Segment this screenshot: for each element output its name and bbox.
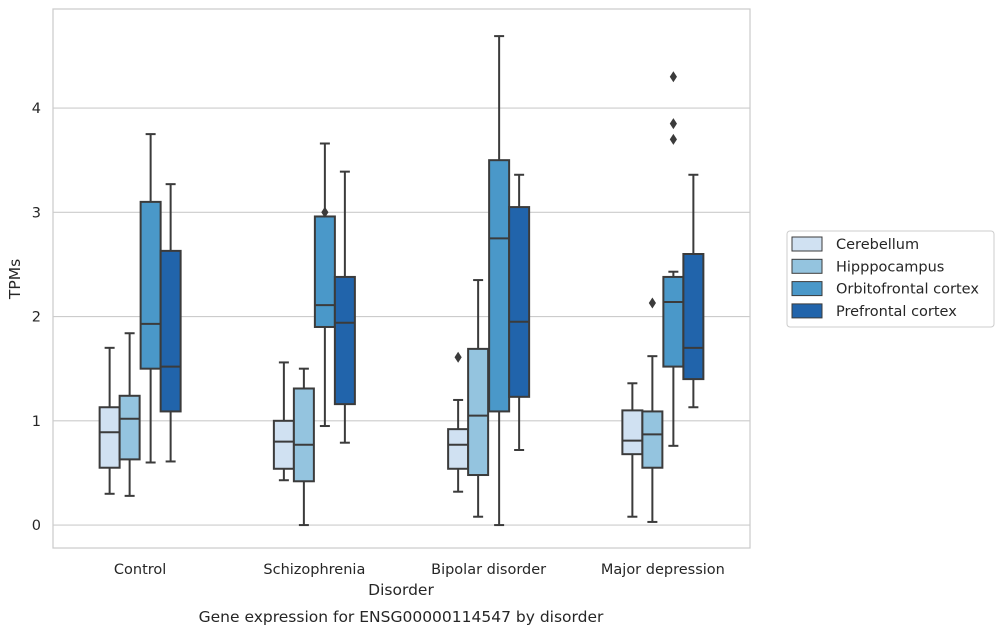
plot-area-frame xyxy=(52,8,751,549)
box-iqr xyxy=(467,347,490,477)
box-2-0 xyxy=(139,133,162,464)
y-axis-label: TPMs xyxy=(6,259,24,300)
box-iqr xyxy=(98,406,121,469)
x-axis-label: Disorder xyxy=(368,581,434,599)
box-iqr xyxy=(313,215,336,328)
series-hipppocampus xyxy=(118,279,664,527)
box-0-2 xyxy=(447,351,470,493)
series-prefrontal-cortex xyxy=(159,170,705,463)
box-1-1 xyxy=(292,367,315,527)
box-2-1 xyxy=(313,142,336,428)
y-tick-label-4: 4 xyxy=(32,101,41,117)
legend-frame xyxy=(786,230,995,328)
legend-swatch-prefrontal-cortex xyxy=(791,303,823,319)
outlier-point xyxy=(669,133,677,145)
legend-swatch-cerebellum xyxy=(791,236,823,252)
box-3-0 xyxy=(159,183,182,463)
y-tick-label-0: 0 xyxy=(32,518,41,534)
box-iqr xyxy=(159,249,182,413)
box-iqr xyxy=(333,275,356,406)
x-tick-label-major-depression: Major depression xyxy=(601,562,725,578)
box-iqr xyxy=(488,159,511,413)
y-tick-label-3: 3 xyxy=(32,205,41,221)
box-iqr xyxy=(641,410,664,469)
legend-label-prefrontal-cortex: Prefrontal cortex xyxy=(836,304,957,320)
legend-label-orbitofrontal-cortex: Orbitofrontal cortex xyxy=(836,282,979,298)
legend-swatch-hipppocampus xyxy=(791,258,823,274)
box-1-3 xyxy=(641,297,664,523)
box-iqr xyxy=(118,394,141,461)
y-tick-label-1: 1 xyxy=(32,414,41,430)
box-2-3 xyxy=(662,71,685,447)
legend-label-hipppocampus: Hipppocampus xyxy=(836,259,944,275)
box-1-0 xyxy=(118,332,141,497)
legend-swatch-orbitofrontal-cortex xyxy=(791,281,823,297)
box-0-1 xyxy=(272,361,295,482)
box-0-3 xyxy=(621,382,644,518)
box-1-2 xyxy=(467,279,490,518)
legend-label-cerebellum: Cerebellum xyxy=(836,237,919,253)
outlier-point xyxy=(669,118,677,130)
outlier-point xyxy=(454,351,462,363)
box-iqr xyxy=(621,409,644,456)
legend: Cerebellum Hipppocampus Orbitofrontal cort… xyxy=(786,230,995,328)
y-tick-label-2: 2 xyxy=(32,310,41,326)
series-orbitofrontal-cortex xyxy=(139,35,685,527)
box-series xyxy=(98,35,705,527)
x-axis-ticks: Control Schizophrenia Bipolar disorder Majo… xyxy=(114,562,725,578)
box-iqr xyxy=(139,200,162,370)
box-iqr xyxy=(272,419,295,470)
box-3-3 xyxy=(682,173,705,409)
x-tick-label-schizophrenia: Schizophrenia xyxy=(263,562,365,578)
box-iqr xyxy=(447,428,470,470)
box-iqr xyxy=(508,206,531,398)
outlier-point xyxy=(321,206,329,218)
outlier-point xyxy=(669,71,677,83)
box-3-2 xyxy=(508,173,531,451)
box-iqr xyxy=(292,387,315,483)
box-iqr xyxy=(682,253,705,381)
box-3-1 xyxy=(333,170,356,444)
x-tick-label-bipolar-disorder: Bipolar disorder xyxy=(431,562,546,578)
chart-caption: Gene expression for ENSG00000114547 by d… xyxy=(199,608,604,626)
box-2-2 xyxy=(488,35,511,527)
box-0-0 xyxy=(98,346,121,495)
y-axis-ticks: 0 1 2 3 4 xyxy=(32,101,41,534)
x-tick-label-control: Control xyxy=(114,562,166,578)
outlier-point xyxy=(648,297,656,309)
box-iqr xyxy=(662,275,685,368)
